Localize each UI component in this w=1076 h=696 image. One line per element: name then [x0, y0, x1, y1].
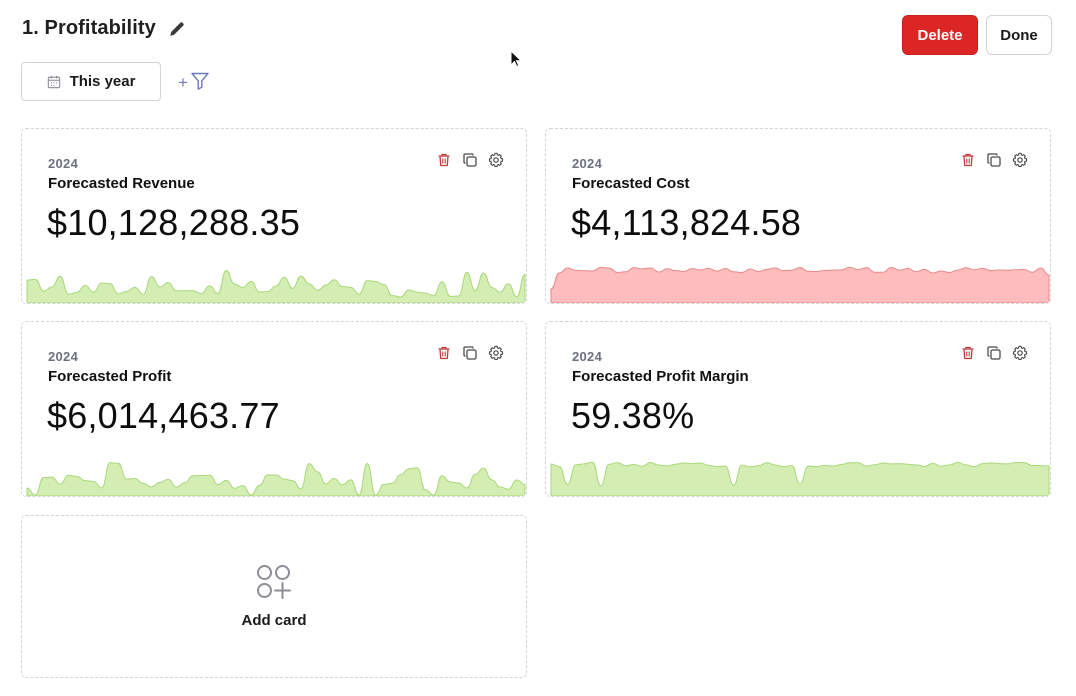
sparkline-area	[550, 461, 1050, 496]
profit-margin-sparkline	[550, 461, 1050, 496]
trash-icon[interactable]	[960, 152, 976, 168]
gear-icon[interactable]	[1012, 152, 1028, 168]
calendar-icon	[47, 75, 61, 89]
copy-icon[interactable]	[462, 152, 478, 168]
card-value: $6,014,463.77	[47, 395, 280, 436]
copy-icon[interactable]	[986, 345, 1002, 361]
metric-card-cost: 2024 Forecasted Cost $4,113,824.58	[545, 128, 1051, 304]
delete-button[interactable]: Delete	[902, 15, 978, 55]
grid-plus-icon	[256, 564, 292, 600]
card-value: $10,128,288.35	[47, 202, 301, 243]
trash-icon[interactable]	[436, 345, 452, 361]
metric-card-profit: 2024 Forecasted Profit $6,014,463.77	[21, 321, 527, 497]
trash-icon[interactable]	[960, 345, 976, 361]
card-year: 2024	[572, 349, 603, 364]
gear-icon[interactable]	[488, 345, 504, 361]
add-filter-plus: +	[178, 72, 188, 92]
pencil-icon[interactable]	[168, 20, 186, 38]
card-year: 2024	[48, 349, 79, 364]
card-label: Forecasted Cost	[572, 175, 690, 192]
card-value: $4,113,824.58	[571, 202, 802, 243]
card-label: Forecasted Profit	[48, 368, 172, 385]
gear-icon[interactable]	[1012, 345, 1028, 361]
add-card-button[interactable]: Add card	[21, 515, 527, 678]
trash-icon[interactable]	[436, 152, 452, 168]
done-button[interactable]: Done	[986, 15, 1052, 55]
copy-icon[interactable]	[462, 345, 478, 361]
sparkline-area	[26, 269, 526, 303]
card-value: 59.38%	[571, 395, 695, 436]
add-card-label: Add card	[241, 612, 307, 629]
card-label: Forecasted Profit Margin	[572, 368, 749, 385]
revenue-sparkline	[26, 269, 526, 303]
date-filter-label: This year	[69, 73, 136, 90]
mouse-cursor-icon	[510, 50, 522, 68]
metric-card-revenue: 2024 Forecasted Revenue $10,128,288.35	[21, 128, 527, 304]
sparkline-area	[26, 462, 526, 496]
page-header: 1. Profitability	[22, 17, 186, 40]
add-filter-button[interactable]: +	[178, 71, 210, 91]
copy-icon[interactable]	[986, 152, 1002, 168]
cost-sparkline	[550, 266, 1050, 303]
gear-icon[interactable]	[488, 152, 504, 168]
card-year: 2024	[48, 156, 79, 171]
page-title: 1. Profitability	[22, 17, 156, 39]
card-year: 2024	[572, 156, 603, 171]
profit-sparkline	[26, 462, 526, 496]
sparkline-area	[550, 266, 1050, 303]
card-label: Forecasted Revenue	[48, 175, 195, 192]
metric-card-profit-margin: 2024 Forecasted Profit Margin 59.38%	[545, 321, 1051, 497]
date-range-filter[interactable]: This year	[21, 62, 161, 101]
filter-icon	[190, 71, 210, 91]
